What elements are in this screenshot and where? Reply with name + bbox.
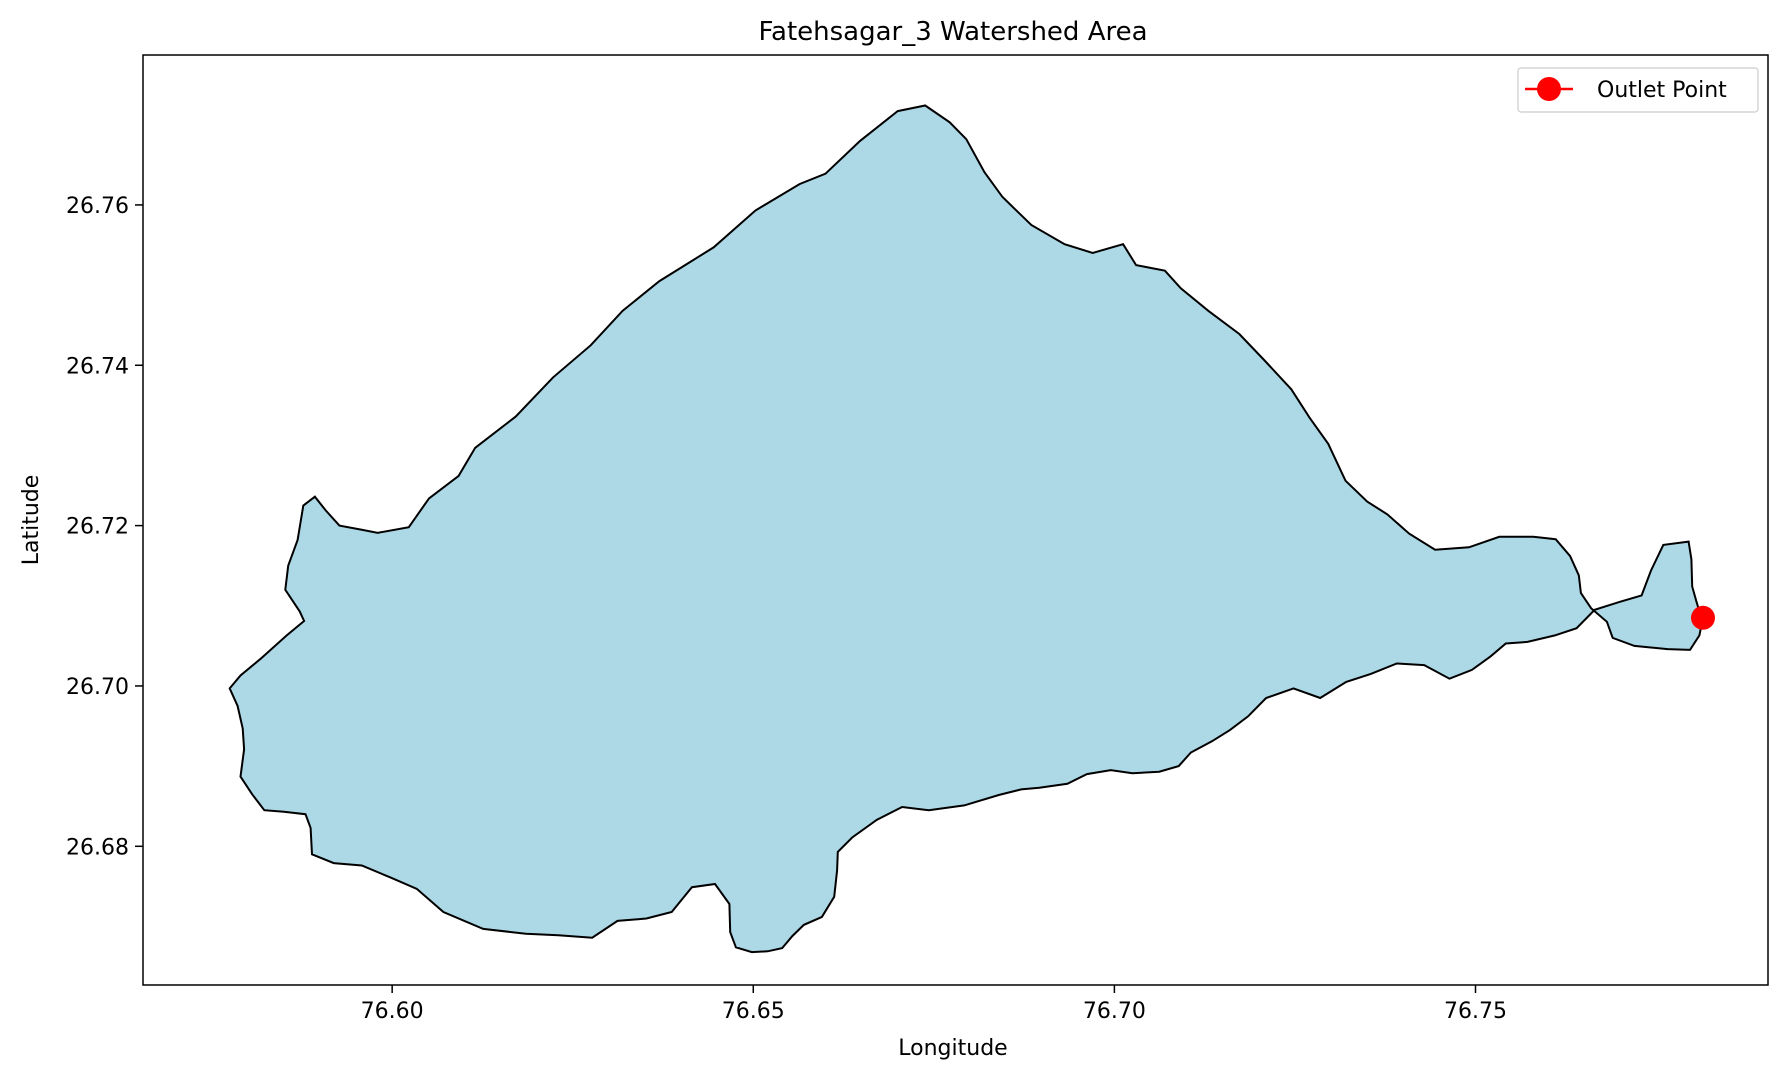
y-tick-label: 26.68 (66, 835, 129, 860)
legend: Outlet Point (1517, 67, 1759, 113)
y-axis-label: Latitude (19, 475, 44, 566)
chart-title: Fatehsagar_3 Watershed Area (758, 17, 1147, 47)
plot-area (228, 104, 1715, 954)
plot-frame (142, 54, 1769, 986)
x-tick-label: 76.70 (1083, 999, 1146, 1024)
y-tick-label: 26.76 (66, 194, 129, 219)
watershed-polygon (228, 104, 1704, 954)
y-tick-label: 26.70 (66, 675, 129, 700)
y-tick-label: 26.74 (66, 354, 129, 379)
x-tick-label: 76.60 (361, 999, 424, 1024)
legend-box (1517, 67, 1759, 113)
x-tick-label: 76.65 (722, 999, 785, 1024)
y-tick-label: 26.72 (66, 515, 129, 540)
x-axis-ticks: 76.60 76.65 76.70 76.75 (361, 985, 1507, 1024)
x-tick-label: 76.75 (1444, 999, 1507, 1024)
legend-label-outlet-point: Outlet Point (1597, 78, 1727, 103)
legend-marker (1537, 77, 1561, 101)
outlet-point-marker (1691, 605, 1715, 630)
y-axis-ticks: 26.68 26.70 26.72 26.74 26.76 (66, 194, 143, 860)
x-axis-label: Longitude (898, 1036, 1007, 1061)
